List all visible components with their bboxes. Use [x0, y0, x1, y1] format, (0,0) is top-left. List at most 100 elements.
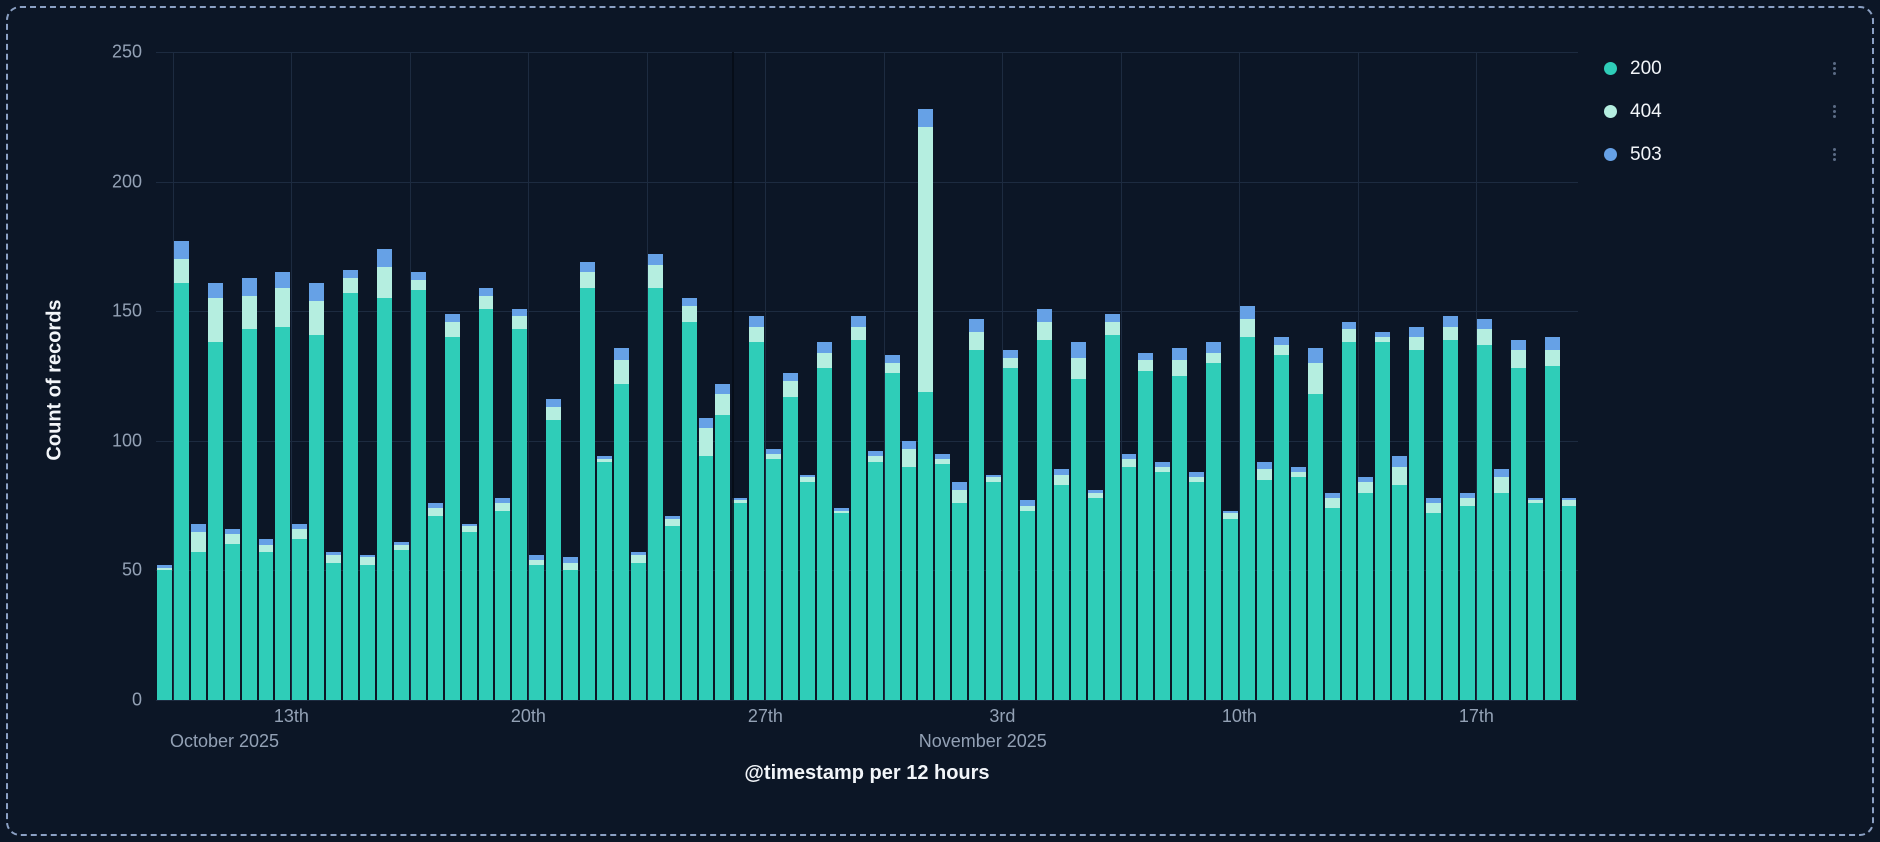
bar-segment-503[interactable]	[1459, 492, 1475, 498]
bar[interactable]	[580, 52, 595, 700]
bar-segment-503[interactable]	[393, 541, 409, 545]
bar[interactable]	[241, 52, 257, 700]
bar[interactable]	[1003, 52, 1019, 700]
bar-segment-404[interactable]	[1087, 492, 1103, 498]
bar[interactable]	[1189, 52, 1205, 700]
bar[interactable]	[376, 52, 392, 700]
bar-segment-200[interactable]	[1476, 344, 1492, 700]
bar[interactable]	[952, 52, 968, 700]
bar-segment-200[interactable]	[410, 290, 426, 700]
bar-segment-404[interactable]	[1307, 363, 1323, 395]
bar-segment-200[interactable]	[241, 329, 257, 700]
bar-segment-200[interactable]	[207, 342, 223, 700]
bar-segment-503[interactable]	[647, 254, 663, 265]
bar[interactable]	[1476, 52, 1492, 700]
bar-segment-404[interactable]	[1206, 352, 1222, 364]
bar-segment-200[interactable]	[732, 503, 748, 700]
bar-segment-404[interactable]	[800, 477, 815, 483]
bar[interactable]	[207, 52, 223, 700]
bar-segment-503[interactable]	[1307, 347, 1323, 364]
bar-segment-503[interactable]	[512, 308, 528, 317]
bar[interactable]	[867, 52, 883, 700]
bar-segment-503[interactable]	[1070, 342, 1086, 358]
bar-segment-200[interactable]	[275, 326, 291, 700]
bar-segment-200[interactable]	[1087, 497, 1103, 700]
bar[interactable]	[901, 52, 917, 700]
legend-item-200[interactable]: 200	[1604, 47, 1850, 90]
bar[interactable]	[1172, 52, 1188, 700]
bar[interactable]	[715, 52, 731, 700]
bar-segment-503[interactable]	[1493, 469, 1509, 478]
bar[interactable]	[1070, 52, 1086, 700]
bar[interactable]	[1020, 52, 1035, 700]
bar[interactable]	[1053, 52, 1069, 700]
bar-segment-503[interactable]	[1392, 456, 1408, 467]
bar-segment-503[interactable]	[783, 373, 799, 382]
bar-segment-503[interactable]	[952, 482, 968, 491]
bar-segment-503[interactable]	[1324, 492, 1340, 498]
bar[interactable]	[613, 52, 629, 700]
bar[interactable]	[1307, 52, 1323, 700]
bar-segment-404[interactable]	[207, 298, 223, 343]
bar-segment-200[interactable]	[1240, 337, 1255, 700]
legend-more-icon[interactable]	[1830, 60, 1840, 78]
bar[interactable]	[495, 52, 511, 700]
bar-segment-503[interactable]	[461, 523, 477, 527]
bar[interactable]	[1409, 52, 1425, 700]
bar-segment-200[interactable]	[563, 570, 579, 700]
bar-segment-404[interactable]	[816, 352, 832, 369]
bar-segment-404[interactable]	[918, 127, 934, 392]
bar-segment-404[interactable]	[512, 316, 528, 330]
bar[interactable]	[461, 52, 477, 700]
bar-segment-404[interactable]	[1375, 337, 1391, 343]
bar-segment-200[interactable]	[647, 287, 663, 700]
bar-segment-404[interactable]	[1036, 321, 1052, 340]
bar-segment-200[interactable]	[1443, 339, 1458, 700]
bar[interactable]	[1206, 52, 1222, 700]
bar-segment-200[interactable]	[1273, 355, 1289, 700]
bar-segment-503[interactable]	[630, 552, 646, 555]
bar-segment-404[interactable]	[1121, 458, 1137, 467]
bar[interactable]	[1561, 52, 1577, 700]
bar[interactable]	[986, 52, 1002, 700]
bar[interactable]	[1493, 52, 1509, 700]
bar-segment-200[interactable]	[1375, 342, 1391, 700]
bar[interactable]	[850, 52, 866, 700]
bar-segment-503[interactable]	[1003, 350, 1019, 358]
bar-segment-404[interactable]	[952, 490, 968, 504]
bar[interactable]	[512, 52, 528, 700]
bar[interactable]	[1375, 52, 1391, 700]
bar-segment-200[interactable]	[1138, 370, 1154, 700]
bar-segment-503[interactable]	[986, 474, 1002, 478]
bar-segment-404[interactable]	[1256, 469, 1272, 480]
bar-segment-200[interactable]	[427, 515, 443, 700]
bar-segment-503[interactable]	[833, 508, 849, 511]
bar[interactable]	[410, 52, 426, 700]
bar-segment-503[interactable]	[309, 282, 325, 301]
bar-segment-503[interactable]	[1476, 319, 1492, 330]
legend-item-404[interactable]: 404	[1604, 90, 1850, 133]
bar-segment-404[interactable]	[173, 259, 189, 283]
bar-segment-404[interactable]	[833, 510, 849, 514]
bar[interactable]	[1290, 52, 1306, 700]
bar[interactable]	[969, 52, 985, 700]
bar-segment-503[interactable]	[1087, 490, 1103, 493]
bar-segment-404[interactable]	[681, 306, 697, 322]
bar-segment-200[interactable]	[461, 531, 477, 700]
bar-segment-503[interactable]	[867, 451, 883, 457]
bar-segment-404[interactable]	[647, 264, 663, 288]
bar-segment-200[interactable]	[1527, 503, 1543, 700]
bar-segment-200[interactable]	[596, 461, 612, 700]
bar-segment-404[interactable]	[309, 300, 325, 335]
bar-segment-200[interactable]	[698, 456, 714, 700]
bar-segment-503[interactable]	[157, 565, 172, 568]
bar-segment-503[interactable]	[1172, 347, 1188, 361]
bar-segment-503[interactable]	[1290, 466, 1306, 472]
bar-segment-404[interactable]	[613, 360, 629, 384]
bar-segment-404[interactable]	[1273, 344, 1289, 356]
bar-segment-404[interactable]	[326, 554, 342, 563]
bar[interactable]	[343, 52, 359, 700]
bar-segment-503[interactable]	[580, 261, 595, 273]
bar-segment-404[interactable]	[157, 567, 172, 571]
bar-segment-404[interactable]	[630, 554, 646, 563]
